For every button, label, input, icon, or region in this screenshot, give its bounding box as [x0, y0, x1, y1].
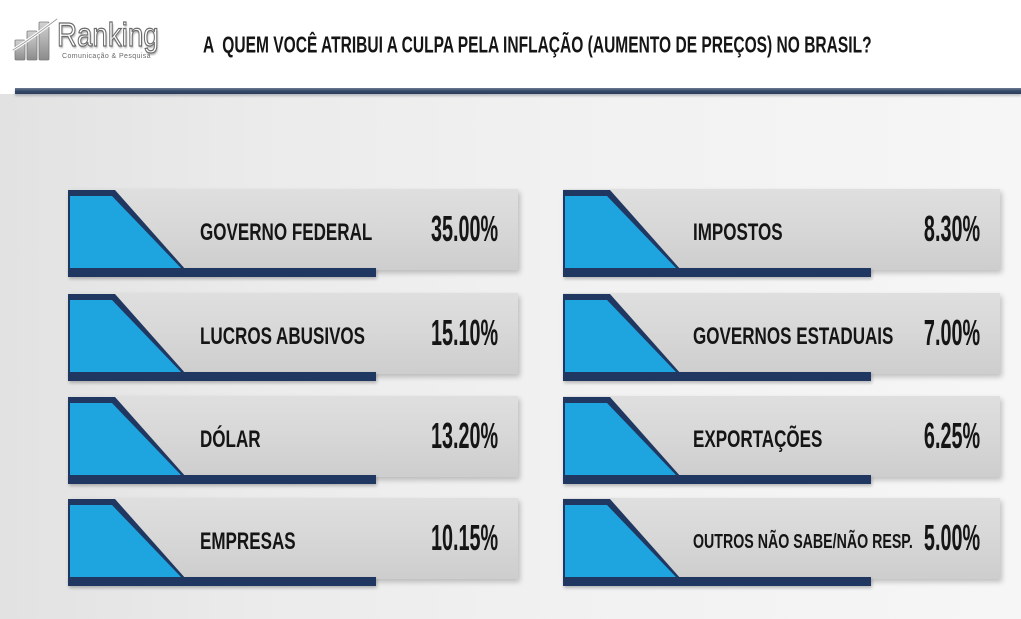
card-base-strip [68, 475, 376, 484]
result-card: LUCROS ABUSIVOS 15.10% [68, 293, 518, 381]
answer-percentage: 15.10% [430, 312, 498, 353]
answer-percentage: 8.30% [923, 208, 980, 249]
answer-percentage: 7.00% [923, 312, 980, 353]
card-base-strip [68, 577, 376, 586]
result-card: DÓLAR 13.20% [68, 396, 518, 484]
card-base-strip [563, 475, 871, 484]
answer-percentage: 10.15% [430, 517, 498, 558]
ranking-logo-icon [12, 17, 58, 61]
card-accent-shape [563, 397, 681, 477]
answer-label: EXPORTAÇÕES [693, 426, 823, 453]
accent-fill [565, 403, 676, 475]
card-accent-shape [68, 397, 186, 477]
card-base-strip [68, 372, 376, 381]
answer-label: GOVERNO FEDERAL [200, 219, 373, 246]
accent-fill [565, 505, 676, 577]
result-card: EMPRESAS 10.15% [68, 498, 518, 586]
accent-fill [70, 300, 181, 372]
accent-fill [565, 300, 676, 372]
answer-label: IMPOSTOS [693, 219, 783, 246]
answer-label: DÓLAR [200, 426, 261, 453]
answer-percentage: 6.25% [923, 415, 980, 456]
answer-percentage: 5.00% [923, 517, 980, 558]
answer-percentage: 13.20% [430, 415, 498, 456]
answer-percentage: 35.00% [430, 208, 498, 249]
accent-fill [565, 196, 676, 268]
result-card: GOVERNOS ESTADUAIS 7.00% [563, 293, 1000, 381]
accent-fill [70, 196, 181, 268]
card-accent-shape [68, 499, 186, 579]
result-card: OUTROS NÃO SABE/NÃO RESP. 5.00% [563, 498, 1000, 586]
card-base-strip [563, 577, 871, 586]
card-accent-shape [563, 190, 681, 270]
header-divider [15, 88, 1021, 94]
card-accent-shape [68, 190, 186, 270]
card-background [563, 498, 1000, 579]
card-accent-shape [68, 294, 186, 374]
accent-fill [70, 505, 181, 577]
logo-wordmark: Ranking [56, 16, 159, 53]
survey-question-title: A QUEM VOCÊ ATRIBUI A CULPA PELA INFLAÇÃ… [203, 31, 872, 58]
answer-label: GOVERNOS ESTADUAIS [693, 323, 894, 350]
accent-fill [70, 403, 181, 475]
answer-label: LUCROS ABUSIVOS [200, 323, 366, 350]
logo-tagline: Comunicação & Pesquisa [62, 53, 151, 60]
card-accent-shape [563, 499, 681, 579]
card-base-strip [563, 268, 871, 277]
result-card: IMPOSTOS 8.30% [563, 189, 1000, 277]
answer-label: EMPRESAS [200, 528, 296, 555]
result-card: GOVERNO FEDERAL 35.00% [68, 189, 518, 277]
result-card: EXPORTAÇÕES 6.25% [563, 396, 1000, 484]
card-base-strip [68, 268, 376, 277]
card-base-strip [563, 372, 871, 381]
ranking-logo: Ranking Comunicação & Pesquisa [10, 14, 162, 64]
answer-label: OUTROS NÃO SABE/NÃO RESP. [693, 531, 913, 553]
card-accent-shape [563, 294, 681, 374]
